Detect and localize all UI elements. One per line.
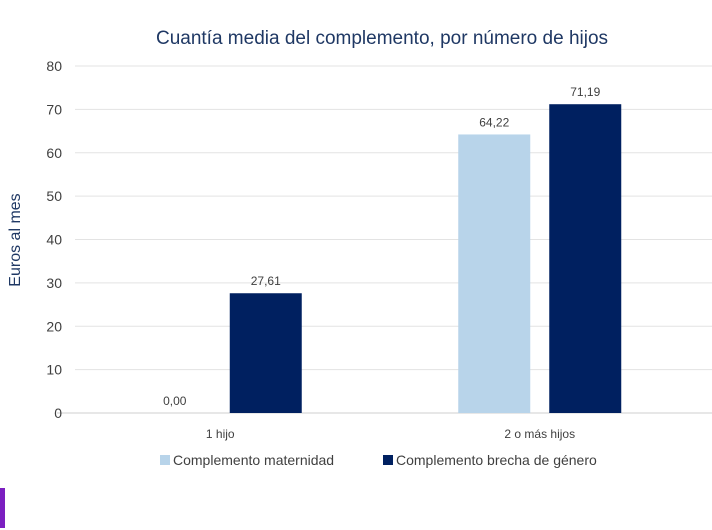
y-tick-label: 20	[46, 318, 62, 334]
x-tick-label: 2 o más hijos	[504, 427, 575, 441]
y-tick-label: 70	[46, 101, 62, 117]
y-axis-label: Euros al mes	[7, 193, 24, 286]
legend-swatch	[383, 455, 393, 465]
accent-bar	[0, 488, 5, 528]
y-tick-label: 10	[46, 362, 62, 378]
legend-label: Complemento maternidad	[173, 452, 334, 468]
y-tick-label: 40	[46, 232, 62, 248]
data-label: 64,22	[479, 115, 509, 129]
x-tick-label: 1 hijo	[206, 427, 235, 441]
y-tick-label: 60	[46, 145, 62, 161]
y-tick-label: 50	[46, 188, 62, 204]
bar	[549, 104, 622, 413]
legend-swatch	[160, 455, 170, 465]
y-tick-label: 30	[46, 275, 62, 291]
data-label: 27,61	[251, 274, 281, 288]
data-label: 71,19	[570, 85, 600, 99]
chart-title: Cuantía media del complemento, por númer…	[156, 28, 608, 49]
y-tick-label: 0	[54, 405, 62, 421]
y-tick-label: 80	[46, 58, 62, 74]
data-label: 0,00	[163, 394, 187, 408]
legend-label: Complemento brecha de género	[396, 452, 597, 468]
bar	[229, 293, 302, 413]
bar	[458, 134, 531, 414]
